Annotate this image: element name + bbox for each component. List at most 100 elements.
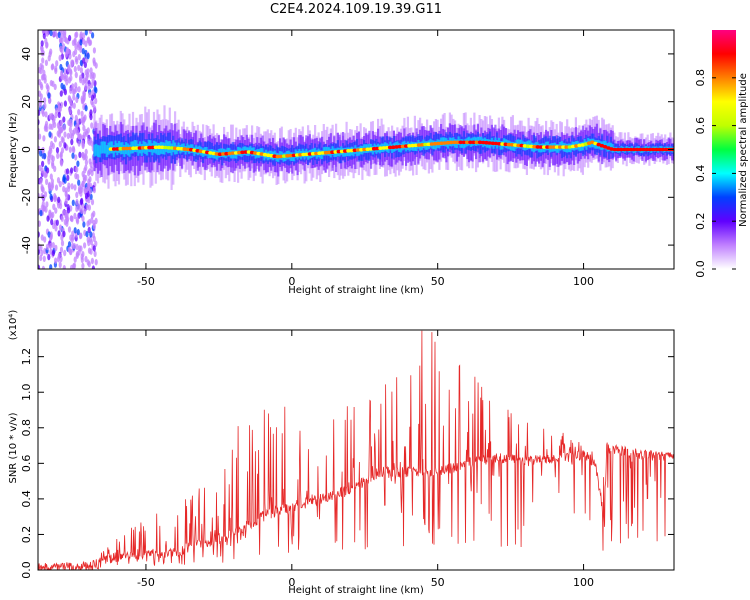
heatmap-ridge-cell bbox=[282, 154, 287, 158]
tick-label: 0.4 bbox=[694, 165, 707, 183]
heatmap-cell bbox=[87, 239, 91, 247]
heatmap-cell bbox=[52, 31, 56, 38]
heatmap-cell bbox=[78, 245, 82, 252]
heatmap-cell bbox=[62, 230, 66, 238]
heatmap-cell bbox=[43, 152, 47, 160]
tick-label: 0.2 bbox=[694, 212, 707, 230]
heatmap-cell bbox=[216, 142, 219, 160]
heatmap-cell bbox=[84, 105, 88, 112]
heatmap-cell bbox=[40, 204, 45, 211]
heatmap-cell bbox=[58, 54, 62, 62]
heatmap-cell bbox=[62, 185, 66, 193]
heatmap-ridge-cell bbox=[622, 147, 627, 152]
heatmap-cell bbox=[91, 89, 95, 96]
heatmap-cell bbox=[94, 87, 98, 94]
heatmap-cell bbox=[226, 147, 229, 157]
heatmap-cell bbox=[478, 137, 481, 154]
heatmap-cell bbox=[60, 136, 64, 143]
heatmap-cell bbox=[89, 109, 93, 116]
heatmap-cell bbox=[63, 31, 67, 39]
snr-series-line bbox=[38, 330, 674, 570]
heatmap-cell bbox=[51, 155, 55, 162]
heatmap-ridge-cell bbox=[410, 143, 415, 148]
heatmap-ridge-cell bbox=[625, 147, 630, 152]
heatmap-ridge-cell bbox=[497, 142, 502, 146]
tick-label: -50 bbox=[137, 275, 155, 288]
heatmap-ridge-cell bbox=[506, 142, 512, 147]
heatmap-cell bbox=[90, 82, 94, 89]
heatmap-cell bbox=[41, 160, 45, 168]
heatmap-cell bbox=[95, 143, 98, 156]
heatmap-ridge-cell bbox=[432, 141, 438, 146]
heatmap-cell bbox=[77, 140, 81, 147]
heatmap-ridge-cell bbox=[612, 147, 617, 152]
heatmap-cell bbox=[38, 67, 41, 74]
heatmap-cell bbox=[77, 179, 81, 186]
heatmap-cell bbox=[42, 195, 46, 202]
heatmap-cell bbox=[67, 226, 72, 233]
heatmap-cell bbox=[117, 140, 121, 153]
heatmap-cell bbox=[40, 64, 45, 71]
heatmap-cell bbox=[44, 111, 48, 118]
heatmap-cell bbox=[72, 102, 76, 109]
heatmap-ridge-cell bbox=[407, 144, 412, 148]
heatmap-ridge-cell bbox=[548, 145, 553, 149]
heatmap-ridge-cell bbox=[314, 151, 319, 156]
heatmap-cell bbox=[73, 227, 77, 234]
heatmap-cell bbox=[48, 97, 52, 104]
heatmap-cell bbox=[93, 144, 96, 157]
tick-label: 0 bbox=[288, 275, 295, 288]
heatmap-ridge-cell bbox=[233, 151, 239, 155]
heatmap-cell bbox=[68, 126, 72, 133]
heatmap-ridge-cell bbox=[182, 147, 187, 151]
heatmap-cell bbox=[44, 123, 48, 130]
heatmap-cell bbox=[83, 208, 87, 215]
heatmap-cell bbox=[480, 137, 483, 154]
tick-label: 50 bbox=[431, 576, 445, 589]
tick-label: 0.0 bbox=[20, 561, 33, 579]
heatmap-cell bbox=[356, 139, 359, 156]
heatmap-ridge-cell bbox=[275, 154, 280, 159]
tick-label: 0.2 bbox=[20, 526, 33, 544]
tick-label: 0.6 bbox=[694, 117, 707, 135]
heatmap-cell bbox=[84, 255, 88, 263]
heatmap-cell bbox=[65, 220, 69, 227]
heatmap-ridge-cell bbox=[471, 140, 476, 145]
heatmap-ridge-cell bbox=[663, 147, 669, 152]
heatmap-cell bbox=[39, 254, 43, 262]
heatmap-cell bbox=[81, 119, 85, 126]
heatmap-cell bbox=[51, 80, 55, 88]
heatmap-ridge-cell bbox=[317, 151, 322, 155]
heatmap-cell bbox=[49, 193, 53, 201]
heatmap-cell bbox=[96, 145, 100, 158]
heatmap-ridge-cell bbox=[416, 143, 422, 147]
snr-y-axis: 0.0 0.2 0.4 0.6 0.8 1.0 1.2 bbox=[20, 348, 674, 579]
heatmap-cell bbox=[40, 40, 44, 47]
heatmap-ridge-cell bbox=[561, 145, 566, 149]
heatmap-ridge-cell bbox=[641, 147, 646, 152]
heatmap-ridge-cell bbox=[631, 147, 637, 152]
heatmap-cell bbox=[56, 130, 60, 137]
heatmap-cell bbox=[77, 109, 81, 116]
heatmap-cell bbox=[75, 216, 79, 223]
heatmap-cell bbox=[88, 91, 92, 99]
heatmap-ridge-cell bbox=[352, 148, 357, 153]
heatmap-cell bbox=[259, 148, 262, 157]
heatmap-cell bbox=[56, 152, 60, 159]
heatmap-cell bbox=[84, 159, 88, 166]
heatmap-cell bbox=[81, 251, 85, 258]
heatmap-cell bbox=[517, 139, 520, 148]
heatmap-cell bbox=[63, 131, 67, 138]
heatmap-cell bbox=[52, 118, 56, 125]
heatmap-ridge-cell bbox=[602, 145, 608, 149]
heatmap-cell bbox=[82, 32, 86, 39]
heatmap-cell bbox=[89, 231, 93, 238]
heatmap-cell bbox=[84, 164, 88, 171]
heatmap-cell bbox=[137, 143, 140, 156]
heatmap-ridge-cell bbox=[448, 140, 454, 145]
tick-label: 0 bbox=[288, 576, 295, 589]
heatmap-cell bbox=[62, 174, 66, 181]
heatmap-cell bbox=[64, 198, 68, 205]
heatmap-cell bbox=[84, 148, 88, 156]
